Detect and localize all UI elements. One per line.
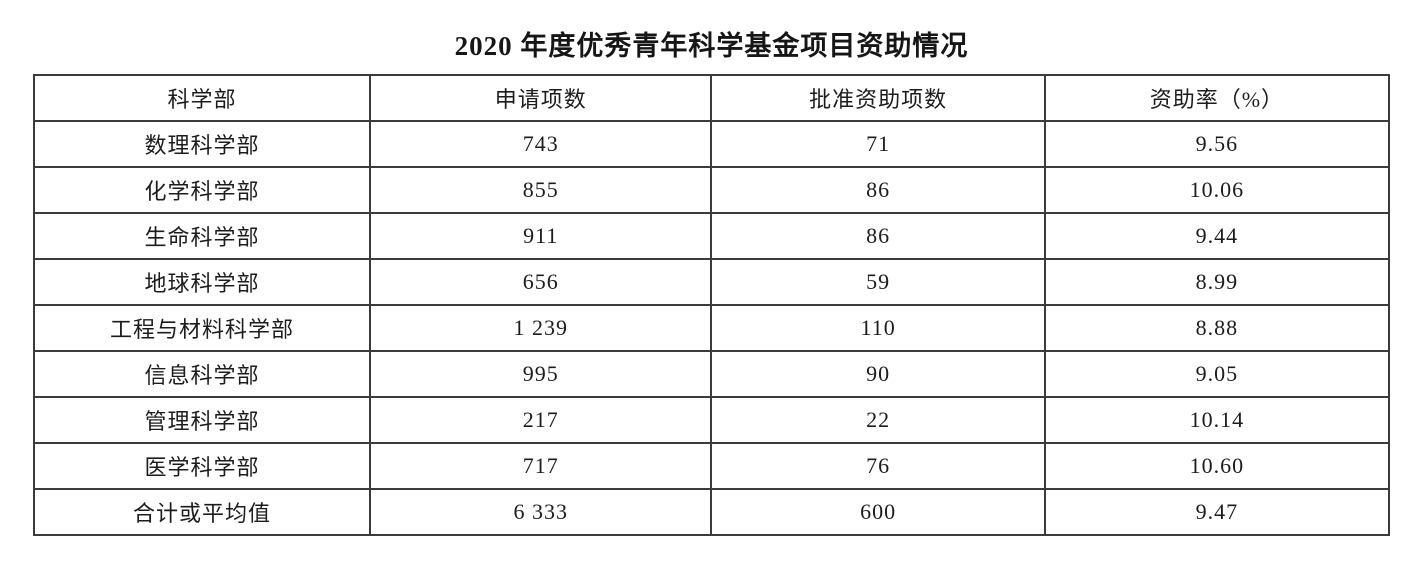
cell-department: 工程与材料科学部 — [32, 304, 372, 352]
table-row: 医学科学部 717 76 10.60 — [32, 442, 1391, 490]
cell-applications: 855 — [369, 166, 713, 214]
summary-row: 合计或平均值 6 333 600 9.47 — [32, 488, 1391, 536]
cell-applications: 1 239 — [369, 304, 713, 352]
table-body: 数理科学部 743 71 9.56 化学科学部 855 86 10.06 生命科学部 911 86 9… — [32, 120, 1391, 536]
cell-department: 信息科学部 — [32, 350, 372, 398]
funding-table: 科学部 申请项数 批准资助项数 资助率（%） 数理科学部 743 71 9.56 化学科… — [32, 74, 1391, 536]
header-rate: 资助率（%） — [1043, 74, 1391, 122]
cell-department: 管理科学部 — [32, 396, 372, 444]
cell-rate: 10.60 — [1043, 442, 1391, 490]
cell-applications: 6 333 — [369, 488, 713, 536]
table-row: 工程与材料科学部 1 239 110 8.88 — [32, 304, 1391, 352]
cell-applications: 995 — [369, 350, 713, 398]
cell-rate: 9.44 — [1043, 212, 1391, 260]
cell-applications: 911 — [369, 212, 713, 260]
cell-rate: 9.56 — [1043, 120, 1391, 168]
cell-department: 医学科学部 — [32, 442, 372, 490]
cell-approved: 110 — [710, 304, 1046, 352]
cell-department: 生命科学部 — [32, 212, 372, 260]
table-row: 生命科学部 911 86 9.44 — [32, 212, 1391, 260]
cell-department: 合计或平均值 — [32, 488, 372, 536]
cell-applications: 217 — [369, 396, 713, 444]
cell-approved: 76 — [710, 442, 1046, 490]
table-row: 化学科学部 855 86 10.06 — [32, 166, 1391, 214]
cell-rate: 9.47 — [1043, 488, 1391, 536]
cell-rate: 8.99 — [1043, 258, 1391, 306]
cell-approved: 90 — [710, 350, 1046, 398]
cell-department: 化学科学部 — [32, 166, 372, 214]
header-applications: 申请项数 — [369, 74, 713, 122]
table-title: 2020 年度优秀青年科学基金项目资助情况 — [454, 31, 969, 61]
cell-approved: 86 — [710, 166, 1046, 214]
cell-applications: 717 — [369, 442, 713, 490]
cell-rate: 8.88 — [1043, 304, 1391, 352]
table-header: 科学部 申请项数 批准资助项数 资助率（%） — [32, 74, 1391, 122]
cell-rate: 10.14 — [1043, 396, 1391, 444]
table-row: 管理科学部 217 22 10.14 — [32, 396, 1391, 444]
header-row: 科学部 申请项数 批准资助项数 资助率（%） — [32, 74, 1391, 122]
cell-approved: 71 — [710, 120, 1046, 168]
cell-department: 数理科学部 — [32, 120, 372, 168]
cell-rate: 9.05 — [1043, 350, 1391, 398]
cell-approved: 600 — [710, 488, 1046, 536]
cell-approved: 86 — [710, 212, 1046, 260]
header-approved: 批准资助项数 — [710, 74, 1046, 122]
cell-applications: 743 — [369, 120, 713, 168]
cell-approved: 22 — [710, 396, 1046, 444]
cell-approved: 59 — [710, 258, 1046, 306]
table-container: 2020 年度优秀青年科学基金项目资助情况 科学部 申请项数 批准资助项数 资助… — [32, 24, 1391, 536]
table-row: 地球科学部 656 59 8.99 — [32, 258, 1391, 306]
cell-department: 地球科学部 — [32, 258, 372, 306]
table-row: 信息科学部 995 90 9.05 — [32, 350, 1391, 398]
header-department: 科学部 — [32, 74, 372, 122]
cell-rate: 10.06 — [1043, 166, 1391, 214]
table-row: 数理科学部 743 71 9.56 — [32, 120, 1391, 168]
cell-applications: 656 — [369, 258, 713, 306]
